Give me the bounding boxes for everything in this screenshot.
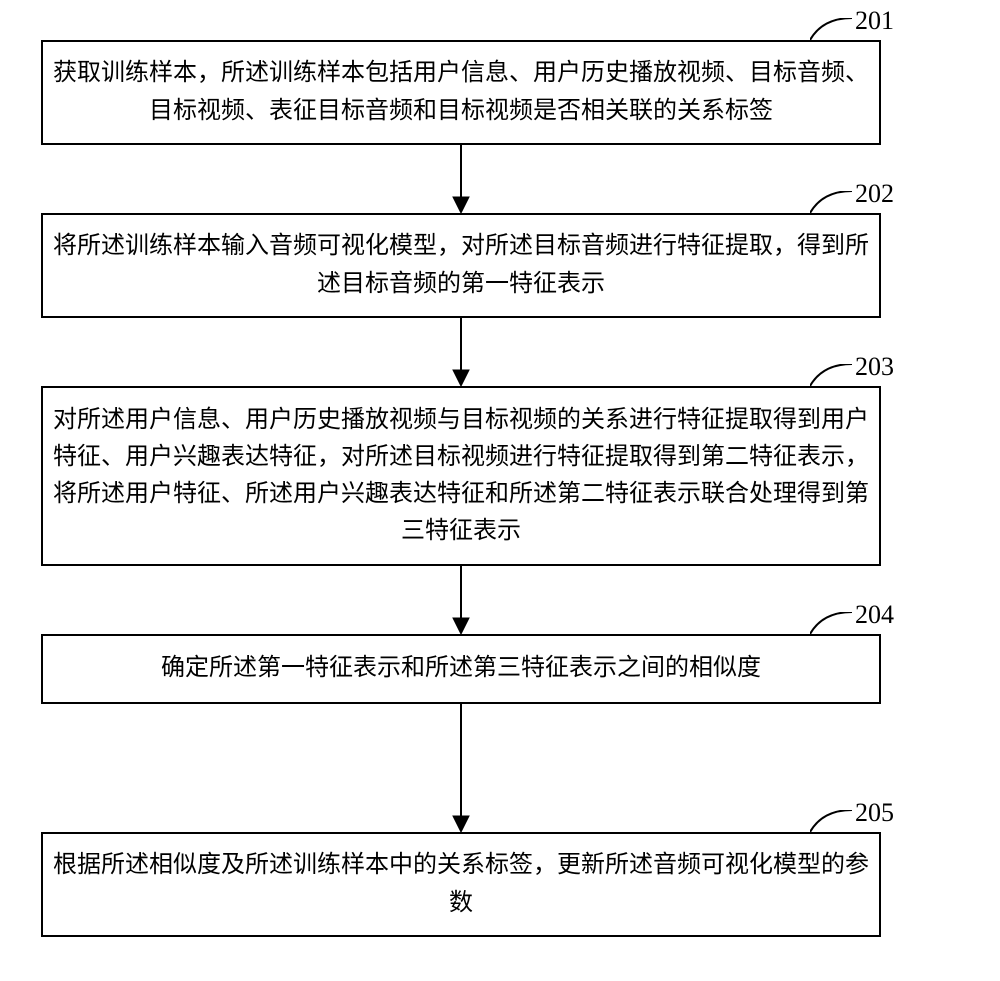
flow-step-text: 将所述训练样本输入音频可视化模型，对所述目标音频进行特征提取，得到所述目标音频的… xyxy=(43,228,879,302)
flow-arrow xyxy=(451,704,471,834)
flow-step-label: 202 xyxy=(855,179,894,209)
leader-line xyxy=(810,612,856,638)
flow-step-box: 获取训练样本，所述训练样本包括用户信息、用户历史播放视频、目标音频、目标视频、表… xyxy=(41,40,881,145)
leader-line xyxy=(810,364,856,390)
flow-step-text: 获取训练样本，所述训练样本包括用户信息、用户历史播放视频、目标音频、目标视频、表… xyxy=(43,55,879,129)
flow-step-label: 204 xyxy=(855,600,894,630)
leader-line xyxy=(810,191,856,217)
flow-step-box: 确定所述第一特征表示和所述第三特征表示之间的相似度 xyxy=(41,634,881,704)
leader-line xyxy=(810,810,856,836)
flow-step-box: 将所述训练样本输入音频可视化模型，对所述目标音频进行特征提取，得到所述目标音频的… xyxy=(41,213,881,318)
flow-step-box: 根据所述相似度及所述训练样本中的关系标签，更新所述音频可视化模型的参数 xyxy=(41,832,881,937)
flow-arrow xyxy=(451,566,471,636)
flow-arrow xyxy=(451,145,471,215)
flow-step-label: 201 xyxy=(855,6,894,36)
flow-step-text: 根据所述相似度及所述训练样本中的关系标签，更新所述音频可视化模型的参数 xyxy=(43,847,879,921)
flow-arrow xyxy=(451,318,471,388)
flow-step-box: 对所述用户信息、用户历史播放视频与目标视频的关系进行特征提取得到用户特征、用户兴… xyxy=(41,386,881,566)
leader-line xyxy=(810,18,856,44)
flow-step-text: 对所述用户信息、用户历史播放视频与目标视频的关系进行特征提取得到用户特征、用户兴… xyxy=(43,402,879,551)
flowchart-canvas: 获取训练样本，所述训练样本包括用户信息、用户历史播放视频、目标音频、目标视频、表… xyxy=(0,0,1000,981)
flow-step-label: 203 xyxy=(855,352,894,382)
flow-step-text: 确定所述第一特征表示和所述第三特征表示之间的相似度 xyxy=(43,650,879,687)
flow-step-label: 205 xyxy=(855,798,894,828)
